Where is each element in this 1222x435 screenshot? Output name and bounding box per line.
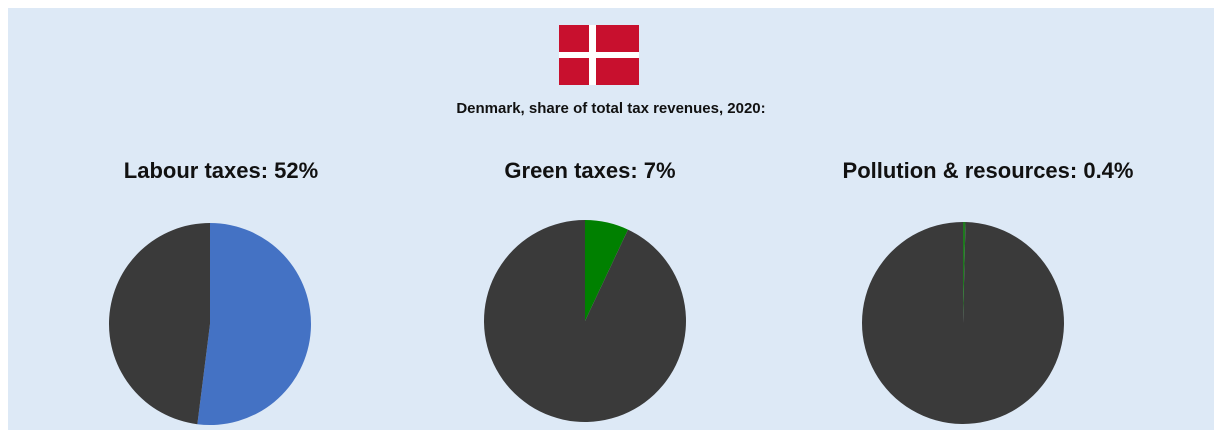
labour-taxes-title: Labour taxes: 52% [123,158,319,183]
chart-subtitle: Denmark, share of total tax revenues, 20… [456,100,766,117]
pie-labour-taxes [108,223,311,425]
flag-cross-horizontal [559,52,639,58]
pie-slice-highlighted [585,220,629,321]
green-taxes-title: Green taxes: 7% [504,158,676,183]
chart-panel: Denmark, share of total tax revenues, 20… [8,8,1214,430]
pollution-resources-title: Pollution & resources: 0.4% [842,158,1134,183]
pie-slice-remainder [862,222,1065,424]
pie-green-taxes [483,220,686,422]
pie-slice-remainder [108,223,210,425]
pie-slice-highlighted [197,223,311,425]
pie-slice-remainder [483,220,686,422]
pie-pollution-resources [862,222,1065,424]
pie-charts [108,220,1065,425]
pie-slice-highlighted [963,222,966,323]
denmark-flag-icon [559,25,639,85]
